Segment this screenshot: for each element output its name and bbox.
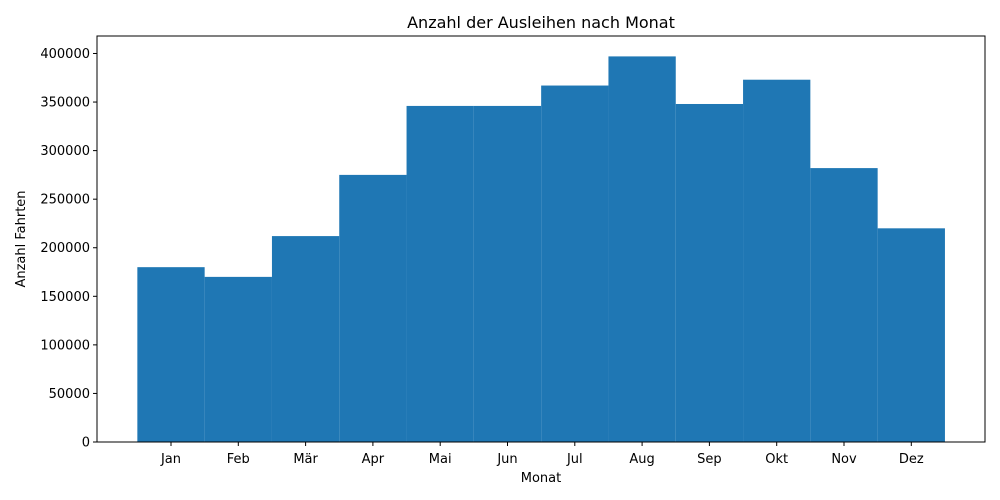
y-tick-label: 400000 xyxy=(40,47,90,62)
x-tick-label: Apr xyxy=(362,452,385,467)
x-tick-label: Mai xyxy=(429,452,452,467)
y-tick-label: 250000 xyxy=(40,193,90,208)
bar-7 xyxy=(608,56,676,443)
y-tick-label: 0 xyxy=(82,436,90,451)
x-tick-label: Dez xyxy=(899,452,924,467)
y-tick-label: 300000 xyxy=(40,144,90,159)
y-tick-label: 100000 xyxy=(40,338,90,353)
chart-title: Anzahl der Ausleihen nach Monat xyxy=(407,13,675,32)
bar-9 xyxy=(743,79,811,443)
plot-frame xyxy=(96,35,986,443)
x-tick-label: Jun xyxy=(496,452,517,467)
bar-11 xyxy=(877,228,945,442)
bar-5 xyxy=(473,105,542,443)
x-tick-label: Okt xyxy=(765,452,788,467)
bar-6 xyxy=(541,85,609,442)
bar-2 xyxy=(271,236,340,442)
x-tick-label: Nov xyxy=(831,452,857,467)
x-tick-label: Mär xyxy=(293,452,318,467)
x-tick-label: Jan xyxy=(160,452,181,467)
bar-1 xyxy=(204,276,272,442)
y-tick-label: 350000 xyxy=(40,96,90,111)
y-tick-label: 150000 xyxy=(40,290,90,305)
y-tick-label: 200000 xyxy=(40,241,90,256)
x-tick-label: Aug xyxy=(629,452,654,467)
bars-group xyxy=(137,56,945,443)
bar-10 xyxy=(810,168,878,442)
x-axis: Jan Feb Mär Apr Mai Jun Jul Aug Sep Okt Nov Dez xyxy=(160,442,924,467)
x-axis-label: Monat xyxy=(521,471,561,486)
x-tick-label: Jul xyxy=(566,452,583,467)
bar-0 xyxy=(137,267,205,442)
bar-8 xyxy=(675,103,744,443)
x-tick-label: Sep xyxy=(697,452,722,467)
y-axis-label: Anzahl Fahrten xyxy=(14,190,29,287)
bar-3 xyxy=(339,174,407,442)
y-tick-label: 50000 xyxy=(49,387,90,402)
x-tick-label: Feb xyxy=(227,452,250,467)
y-axis: 0 50000 100000 150000 200000 250000 300000 3500… xyxy=(40,47,97,451)
bar-4 xyxy=(406,105,474,443)
